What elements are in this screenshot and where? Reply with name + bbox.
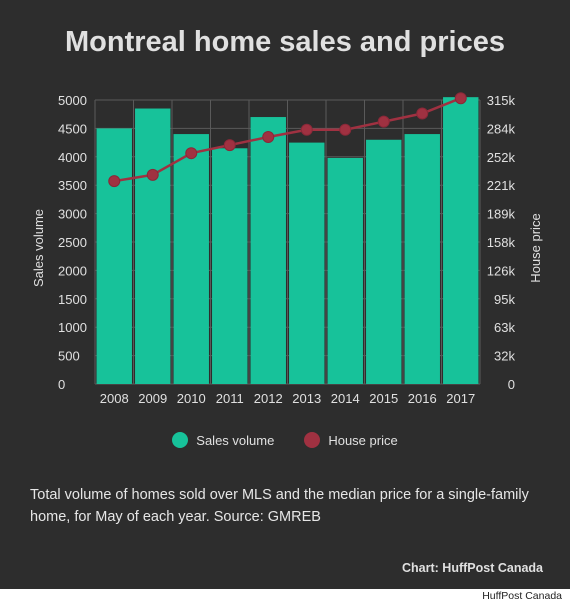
chart-credit: Chart: HuffPost Canada xyxy=(402,561,543,575)
bar-2017[interactable] xyxy=(443,97,479,384)
bar-2014[interactable] xyxy=(327,157,363,384)
y-tick-left: 1500 xyxy=(58,292,87,307)
y-tick-left: 1000 xyxy=(58,320,87,335)
y-tick-right: 0 xyxy=(508,377,515,392)
price-point-2014[interactable] xyxy=(339,123,352,136)
legend-label-price: House price xyxy=(328,432,398,448)
legend-label-sales: Sales volume xyxy=(196,432,275,448)
y-tick-right: 221k xyxy=(487,178,516,193)
legend-item-sales[interactable]: Sales volume xyxy=(172,432,274,448)
price-point-2016[interactable] xyxy=(416,107,429,120)
chart-title: Montreal home sales and prices xyxy=(65,26,505,58)
y-tick-right: 158k xyxy=(487,235,516,250)
y-tick-left: 500 xyxy=(58,349,80,364)
y-tick-left: 4000 xyxy=(58,150,87,165)
y-tick-left: 3500 xyxy=(58,178,87,193)
y-tick-right: 252k xyxy=(487,150,516,165)
bar-2009[interactable] xyxy=(135,108,171,385)
price-point-2009[interactable] xyxy=(146,168,159,181)
left-axis-ticks: 0 500 1000 1500 2000 2500 3000 3500 4000 4500 5000 xyxy=(58,93,87,392)
y-tick-right: 315k xyxy=(487,93,516,108)
bar-series xyxy=(96,97,479,385)
x-tick-2014: 2014 xyxy=(331,391,360,406)
legend-swatch-price xyxy=(304,432,321,448)
x-tick-2012: 2012 xyxy=(254,391,283,406)
x-tick-2009: 2009 xyxy=(138,391,167,406)
legend-item-price[interactable]: House price xyxy=(304,432,398,448)
chart-caption: Total volume of homes sold over MLS and … xyxy=(30,487,529,525)
price-point-2011[interactable] xyxy=(223,139,236,152)
bar-2012[interactable] xyxy=(250,117,286,384)
bar-2015[interactable] xyxy=(366,139,402,384)
footer-watermark: HuffPost Canada xyxy=(482,590,562,602)
price-point-2012[interactable] xyxy=(262,130,275,143)
legend-swatch-sales xyxy=(172,432,189,448)
bar-2010[interactable] xyxy=(173,134,209,384)
x-tick-2011: 2011 xyxy=(216,391,244,406)
x-tick-2010: 2010 xyxy=(177,391,206,406)
y-tick-left: 0 xyxy=(58,377,65,392)
bar-2008[interactable] xyxy=(96,128,132,384)
price-point-2010[interactable] xyxy=(185,147,198,160)
x-tick-2016: 2016 xyxy=(408,391,437,406)
y-tick-left: 4500 xyxy=(58,121,87,136)
y-tick-left: 5000 xyxy=(58,93,87,108)
x-axis-ticks: 2008 2009 2010 2011 2012 2013 2014 2015 2016 2017 xyxy=(100,391,475,406)
bar-2013[interactable] xyxy=(289,142,325,384)
price-point-2008[interactable] xyxy=(108,175,121,188)
price-line xyxy=(114,97,462,183)
footer-bar: HuffPost Canada xyxy=(0,589,570,605)
price-point-2015[interactable] xyxy=(377,115,390,128)
price-point-2017[interactable] xyxy=(454,92,467,105)
combo-chart: 0 500 1000 1500 2000 2500 3000 3500 4000 4500 5000… xyxy=(31,92,543,406)
right-axis-ticks: 0 32k 63k 95k 126k 158k 189k 221k 252k 284k 315k xyxy=(487,93,516,392)
y-axis-title-left: Sales volume xyxy=(31,209,46,287)
y-tick-right: 189k xyxy=(487,207,516,222)
bar-2016[interactable] xyxy=(404,134,440,384)
x-tick-2013: 2013 xyxy=(292,391,321,406)
y-tick-left: 2000 xyxy=(58,263,87,278)
bar-2011[interactable] xyxy=(212,148,248,384)
line-series xyxy=(108,92,467,188)
x-tick-2017: 2017 xyxy=(446,391,475,406)
y-tick-left: 3000 xyxy=(58,207,87,222)
y-tick-right: 32k xyxy=(494,349,515,364)
y-tick-left: 2500 xyxy=(58,235,87,250)
y-axis-title-right: House price xyxy=(528,213,543,282)
legend: Sales volume House price xyxy=(0,432,570,448)
x-tick-2015: 2015 xyxy=(369,391,398,406)
y-tick-right: 63k xyxy=(494,320,515,335)
price-point-2013[interactable] xyxy=(300,123,313,136)
y-tick-right: 95k xyxy=(494,292,515,307)
y-tick-right: 126k xyxy=(487,263,516,278)
y-tick-right: 284k xyxy=(487,121,516,136)
x-tick-2008: 2008 xyxy=(100,391,129,406)
